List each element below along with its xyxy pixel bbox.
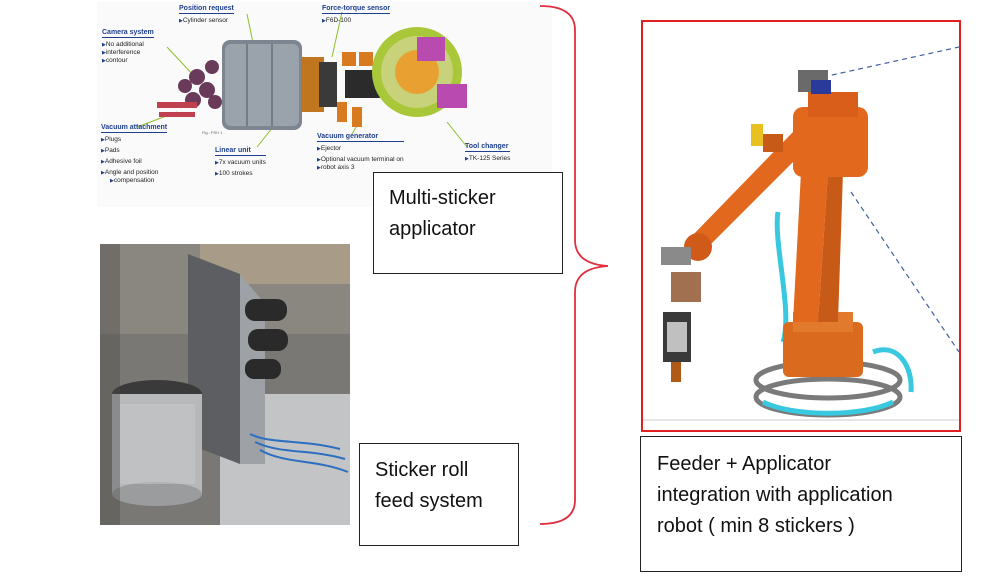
vacuum-generator-item: Optional vacuum terminal on [317, 156, 404, 164]
linear-unit-title: Linear unit [215, 147, 266, 156]
grouping-bracket [539, 5, 609, 525]
vacuum-attachment-item: Adhesive foil [101, 158, 167, 166]
tool-changer-label: Tool changer TK-125 Series [465, 143, 511, 163]
vacuum-attachment-title: Vacuum attachment [101, 124, 168, 133]
force-torque-sensor-label: Force-torque sensor F6D-100 [322, 5, 391, 25]
exploded-applicator-diagram: Camera system No additional interference… [97, 2, 552, 207]
feed-system-photo-drawing [100, 244, 350, 525]
figure-caption: Fig.: PSH 1 [202, 130, 223, 135]
vacuum-attachment-item: compensation [101, 177, 167, 185]
vacuum-generator-label: Vacuum generator Ejector Optional vacuum… [317, 133, 404, 172]
camera-system-title: Camera system [102, 29, 154, 38]
multi-sticker-applicator-box: Multi-sticker applicator [373, 172, 563, 274]
position-request-title: Position request [179, 5, 234, 14]
camera-system-item: contour [102, 57, 154, 65]
camera-system-item: interference [102, 49, 154, 57]
robot-illustration [643, 46, 959, 421]
force-torque-sensor-item: F6D-100 [322, 17, 390, 25]
vacuum-attachment-item: Pads [101, 147, 167, 155]
feeder-applicator-integration-box: Feeder + Applicator integration with app… [640, 436, 962, 572]
tool-changer-item: TK-125 Series [465, 155, 511, 163]
sticker-roll-line1: Sticker roll [375, 459, 469, 481]
exploded-applicator-drawing [136, 11, 468, 148]
position-request-item: Cylinder sensor [179, 17, 234, 25]
vacuum-generator-title: Vacuum generator [317, 133, 404, 142]
linear-unit-item: 100 strokes [215, 170, 266, 178]
vacuum-attachment-item: Angle and position [101, 169, 167, 177]
multi-sticker-line1: Multi-sticker [389, 187, 496, 209]
vacuum-attachment-item: Plugs [101, 136, 167, 144]
sticker-roll-feed-box: Sticker roll feed system [359, 443, 519, 546]
force-torque-sensor-title: Force-torque sensor [322, 5, 391, 14]
vacuum-generator-item: Ejector [317, 145, 404, 153]
feeder-line1: Feeder + Applicator [657, 453, 831, 475]
feed-system-photo [100, 244, 350, 525]
vacuum-generator-item: robot axis 3 [317, 164, 404, 172]
sticker-roll-line2: feed system [375, 490, 483, 512]
camera-system-item: No additional [102, 41, 154, 49]
robot-integration-frame [641, 20, 961, 432]
linear-unit-label: Linear unit 7x vacuum units 100 strokes [215, 147, 266, 178]
vacuum-attachment-label: Vacuum attachment Plugs Pads Adhesive fo… [101, 124, 168, 185]
camera-system-label: Camera system No additional interference… [102, 29, 154, 65]
feeder-line2: integration with application [657, 484, 893, 506]
multi-sticker-line2: applicator [389, 218, 476, 240]
tool-changer-title: Tool changer [465, 143, 511, 152]
position-request-label: Position request Cylinder sensor [179, 5, 234, 25]
linear-unit-item: 7x vacuum units [215, 159, 266, 167]
feeder-line3: robot ( min 8 stickers ) [657, 515, 855, 537]
